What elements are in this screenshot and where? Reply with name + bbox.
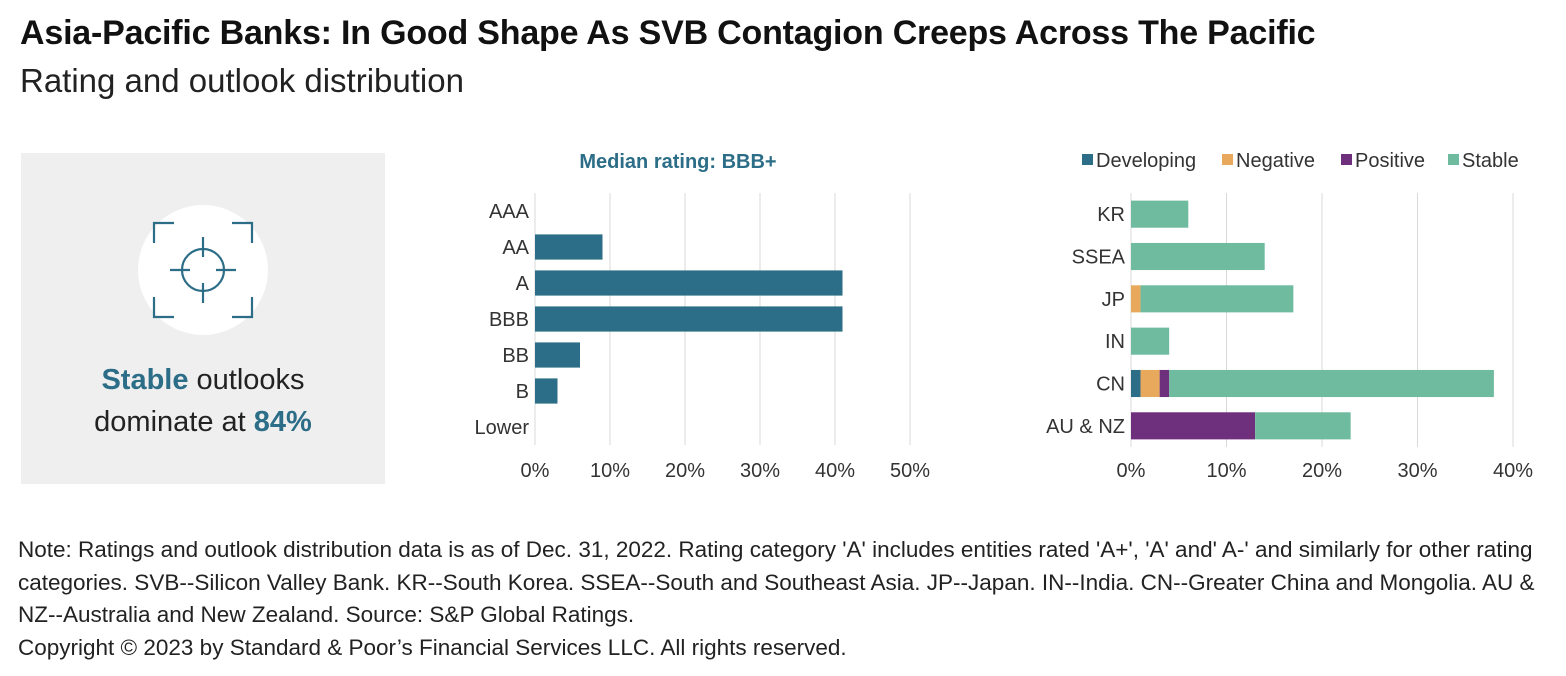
outlook-bar-au-nz-positive <box>1131 412 1256 440</box>
rating-y-label-bb: BB <box>502 345 529 367</box>
callout-value: 84% <box>253 406 312 438</box>
outlook-y-label-cn: CN <box>1096 374 1125 396</box>
footnote: Note: Ratings and outlook distribution d… <box>18 534 1548 664</box>
legend-label-positive: Positive <box>1355 150 1425 172</box>
outlook-y-label-in: IN <box>1105 331 1125 353</box>
outlook-distribution-chart: Developing Negative Positive Stable 0% 10% 20%… <box>1046 150 1533 482</box>
outlook-bar-cn-negative <box>1140 369 1160 398</box>
rating-bar-bb <box>535 342 580 368</box>
outlook-x-tick-label: 20% <box>1302 460 1342 482</box>
outlook-y-label-ssea: SSEA <box>1072 247 1126 269</box>
outlook-bar-jp-stable <box>1140 285 1294 313</box>
outlook-bar-cn-positive <box>1159 369 1170 398</box>
rating-chart-title: Median rating: BBB+ <box>579 151 776 173</box>
rating-bar-aa <box>535 234 603 260</box>
crosshair-target-icon <box>138 205 268 335</box>
legend-swatch-negative <box>1222 154 1233 165</box>
outlook-bar-jp-negative <box>1131 285 1141 313</box>
rating-x-tick-label: 0% <box>521 460 550 482</box>
rating-y-label-a: A <box>516 273 530 295</box>
outlook-y-label-kr: KR <box>1097 204 1125 226</box>
legend-label-stable: Stable <box>1462 150 1519 172</box>
copyright-text: Copyright © 2023 by Standard & Poor’s Fi… <box>18 634 847 660</box>
rating-y-label-lower: Lower <box>475 417 530 439</box>
rating-x-tick-label: 30% <box>740 460 780 482</box>
rating-y-label-b: B <box>516 381 529 403</box>
outlook-bar-ssea-stable <box>1131 242 1265 271</box>
callout-highlight: Stable <box>101 364 189 396</box>
legend-item-developing: Developing <box>1082 150 1196 172</box>
legend-swatch-developing <box>1082 154 1093 165</box>
chart-subtitle: Rating and outlook distribution <box>20 62 464 99</box>
rating-distribution-chart: Median rating: BBB+0% 10% 20% 30% 40% 50%AAAA… <box>475 151 931 482</box>
legend-item-positive: Positive <box>1341 150 1425 172</box>
note-text: Note: Ratings and outlook distribution d… <box>18 537 1535 627</box>
rating-y-label-aaa: AAA <box>489 201 530 223</box>
outlook-x-tick-label: 0% <box>1117 460 1146 482</box>
rating-bar-b <box>535 378 558 404</box>
outlook-x-tick-label: 40% <box>1493 460 1533 482</box>
legend-label-developing: Developing <box>1096 150 1196 172</box>
legend-swatch-positive <box>1341 154 1352 165</box>
callout-text-mid: outlooks <box>188 364 305 396</box>
outlook-x-tick-label: 10% <box>1206 460 1246 482</box>
legend-item-negative: Negative <box>1222 150 1315 172</box>
stable-outlook-callout: Stable outlooks dominate at 84% <box>21 153 385 484</box>
outlook-bar-cn-developing <box>1131 369 1141 398</box>
rating-x-tick-label: 40% <box>815 460 855 482</box>
chart-title: Asia-Pacific Banks: In Good Shape As SVB… <box>20 14 1316 52</box>
rating-y-label-aa: AA <box>502 237 529 259</box>
legend-swatch-stable <box>1448 154 1459 165</box>
outlook-bar-au-nz-stable <box>1255 412 1351 440</box>
legend-label-negative: Negative <box>1236 150 1315 172</box>
rating-x-tick-label: 10% <box>590 460 630 482</box>
rating-bar-a <box>535 270 843 296</box>
rating-x-tick-label: 20% <box>665 460 705 482</box>
outlook-bar-kr-stable <box>1131 200 1189 228</box>
rating-bar-bbb <box>535 306 843 332</box>
outlook-y-label-au-nz: AU & NZ <box>1046 416 1125 438</box>
legend-item-stable: Stable <box>1448 150 1519 172</box>
rating-y-label-bbb: BBB <box>489 309 529 331</box>
outlook-bar-in-stable <box>1131 327 1170 355</box>
outlook-y-label-jp: JP <box>1102 289 1125 311</box>
callout-text: Stable outlooks dominate at 84% <box>21 359 385 443</box>
outlook-bar-cn-stable <box>1169 369 1494 398</box>
rating-x-tick-label: 50% <box>890 460 930 482</box>
outlook-x-tick-label: 30% <box>1397 460 1437 482</box>
callout-text-line2: dominate at <box>94 406 254 438</box>
